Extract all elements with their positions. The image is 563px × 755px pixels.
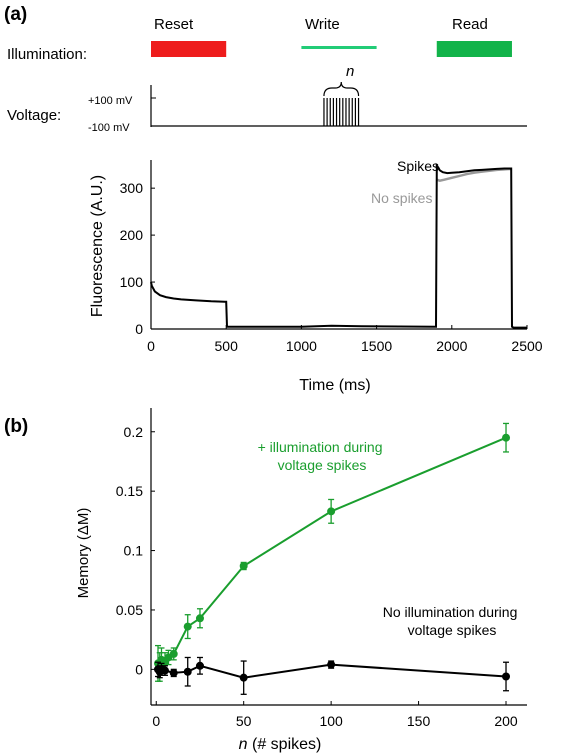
fluorescence-xlabel: Time (ms) <box>299 377 370 394</box>
memory-x-tick-label: 100 <box>319 713 343 729</box>
memory-xlabel-n: n <box>239 736 248 753</box>
memory-y-tick-label: 0.15 <box>116 483 143 499</box>
memory-y-tick-label: 0.05 <box>116 602 143 618</box>
fluorescence-y-tick-label: 0 <box>135 321 143 337</box>
data-point <box>327 507 336 516</box>
data-point <box>239 562 248 571</box>
illumination-bar-read <box>436 41 512 57</box>
legend-no-spikes: No spikes <box>371 190 432 206</box>
voltage-trace <box>150 81 527 127</box>
voltage-high-label: +100 mV <box>88 95 133 107</box>
data-point <box>327 660 336 669</box>
data-point <box>160 666 169 675</box>
data-point <box>183 622 192 631</box>
fluorescence-x-tick-label: 500 <box>215 338 239 354</box>
illumination-label: Illumination: <box>7 46 87 63</box>
illumination-bar-write <box>301 46 377 49</box>
voltage-low-label: -100 mV <box>88 122 130 134</box>
legend-spikes: Spikes <box>397 158 439 174</box>
memory-x-tick-label: 0 <box>152 713 160 729</box>
data-point <box>502 672 511 681</box>
panel-b-label: (b) <box>4 416 28 437</box>
legend-illuminated-line2: voltage spikes <box>278 457 367 473</box>
series-line-spikes <box>150 162 527 329</box>
spike-brace <box>323 81 360 97</box>
memory-x-tick-label: 50 <box>236 713 252 729</box>
memory-chart: 0 50 100 150 200 0 0.05 0.1 0.15 0.2 <box>116 408 527 729</box>
fluorescence-y-tick-label: 200 <box>120 227 144 243</box>
memory-x-tick-label: 200 <box>494 713 518 729</box>
phase-label-read: Read <box>452 16 488 33</box>
data-point <box>195 614 204 623</box>
memory-x-tick-label: 150 <box>407 713 431 729</box>
memory-xlabel: n (# spikes) <box>239 736 322 753</box>
illumination-bar-reset <box>151 41 227 57</box>
fluorescence-x-tick-label: 2500 <box>511 338 542 354</box>
illumination-bars <box>151 41 512 57</box>
legend-not-illuminated: No illumination during voltage spikes <box>383 604 522 638</box>
memory-xlabel-rest: (# spikes) <box>248 736 322 753</box>
memory-y-tick-label: 0.1 <box>124 543 144 559</box>
data-point <box>183 667 192 676</box>
panel-a-label: (a) <box>4 4 27 25</box>
fluorescence-chart: 0 500 1000 1500 2000 2500 0 100 200 300 <box>120 160 543 354</box>
fluorescence-x-tick-label: 0 <box>147 338 155 354</box>
memory-y-tick-label: 0.2 <box>124 424 144 440</box>
legend-illuminated-line1: + illumination during <box>258 439 383 455</box>
data-point <box>169 649 178 658</box>
data-point <box>502 433 511 442</box>
fluorescence-y-tick-label: 100 <box>120 274 144 290</box>
fluorescence-y-tick-label: 300 <box>120 180 144 196</box>
fluorescence-x-tick-label: 2000 <box>436 338 467 354</box>
data-point <box>169 668 178 677</box>
phase-label-write: Write <box>305 16 340 33</box>
spike-count-label: n <box>346 63 354 80</box>
fluorescence-ylabel: Fluorescence (A.U.) <box>89 175 106 317</box>
legend-not-illuminated-line2: voltage spikes <box>408 622 497 638</box>
legend-illuminated: + illumination during voltage spikes <box>258 439 387 473</box>
data-point <box>239 673 248 682</box>
phase-label-reset: Reset <box>154 16 194 33</box>
memory-ylabel: Memory (ΔM) <box>75 508 92 599</box>
data-point <box>195 661 204 670</box>
fluorescence-x-tick-label: 1000 <box>286 338 317 354</box>
voltage-label: Voltage: <box>7 107 61 124</box>
memory-y-tick-label: 0 <box>135 661 143 677</box>
legend-not-illuminated-line1: No illumination during <box>383 604 518 620</box>
fluorescence-x-tick-label: 1500 <box>361 338 392 354</box>
